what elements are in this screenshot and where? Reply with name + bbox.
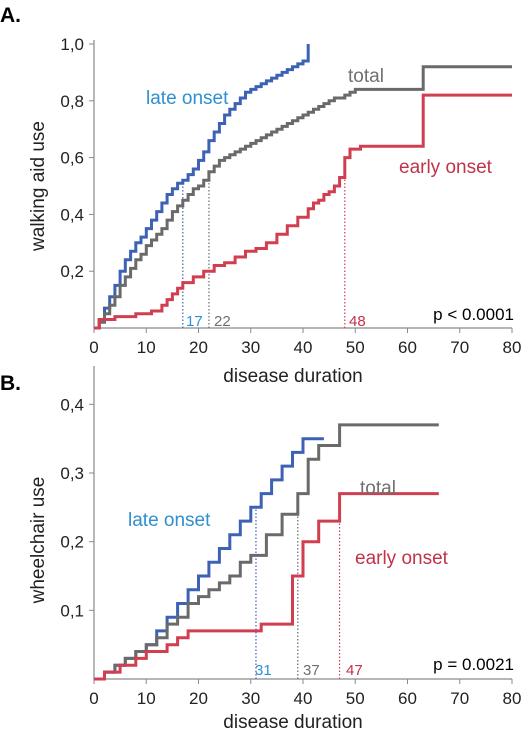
series-label-late-onset: late onset [146, 88, 229, 109]
series-label-total: total [360, 478, 396, 499]
y-tick-label: 0,1 [60, 601, 84, 620]
y-tick-label: 0,2 [60, 533, 84, 552]
x-tick-label: 0 [89, 338, 98, 357]
x-tick-label: 80 [503, 338, 522, 357]
y-tick-label: 0,3 [60, 464, 84, 483]
x-axis-title: disease duration [223, 366, 362, 387]
panel-b: B. 0,1 0,2 0,3 0,4 0 10 20 30 40 50 60 70 80 disease d… [0, 366, 521, 733]
y-tick-label: 0,2 [60, 262, 84, 281]
series-line-early-onset [94, 93, 512, 330]
x-tick-label: 40 [294, 338, 313, 357]
p-value: p < 0.0001 [433, 305, 514, 324]
x-tick-label: 30 [241, 338, 260, 357]
series-label-late-onset: late onset [128, 510, 211, 531]
x-tick-label: 70 [450, 689, 469, 708]
x-tick-label: 30 [241, 689, 260, 708]
y-axis-title: walking aid use [28, 121, 49, 252]
median-label-early-onset: 47 [346, 662, 363, 679]
x-tick-label: 70 [450, 338, 469, 357]
y-tick-label: 0,6 [60, 149, 84, 168]
series-line-total [94, 65, 512, 330]
p-value: p = 0.0021 [433, 655, 514, 674]
x-tick-label: 50 [346, 689, 365, 708]
y-tick-label: 1,0 [60, 35, 84, 54]
y-axis-title: wheelchair use [28, 477, 49, 605]
y-tick-label: 0,4 [60, 395, 84, 414]
series-label-total: total [348, 66, 384, 87]
x-tick-label: 40 [294, 689, 313, 708]
x-tick-label: 80 [503, 689, 522, 708]
median-label-total: 22 [214, 313, 231, 330]
series-line-early-onset [94, 492, 439, 681]
series-line-late-onset [94, 437, 324, 681]
y-tick-label: 0,4 [60, 205, 84, 224]
y-tick-label: 0,8 [60, 92, 84, 111]
x-tick-label: 10 [137, 338, 156, 357]
x-axis-title: disease duration [223, 712, 362, 733]
series-label-early-onset: early onset [355, 548, 449, 569]
x-tick-label: 10 [137, 689, 156, 708]
median-label-early-onset: 48 [349, 313, 366, 330]
median-label-total: 37 [303, 662, 320, 679]
x-tick-label: 20 [189, 689, 208, 708]
panel-a-letter: A. [0, 4, 21, 27]
x-tick-label: 60 [398, 338, 417, 357]
panel-a: A. 0,2 0,4 0,6 0,8 1,0 0 10 20 30 40 50 60 70 80 diseas… [0, 4, 521, 387]
panel-b-letter: B. [0, 372, 21, 395]
x-tick-label: 50 [346, 338, 365, 357]
series-label-early-onset: early onset [399, 157, 493, 178]
series-line-late-onset [94, 44, 310, 330]
median-label-late-onset: 17 [186, 313, 203, 330]
x-tick-label: 0 [89, 689, 98, 708]
x-tick-label: 60 [398, 689, 417, 708]
x-tick-label: 20 [189, 338, 208, 357]
median-label-late-onset: 31 [255, 662, 272, 679]
